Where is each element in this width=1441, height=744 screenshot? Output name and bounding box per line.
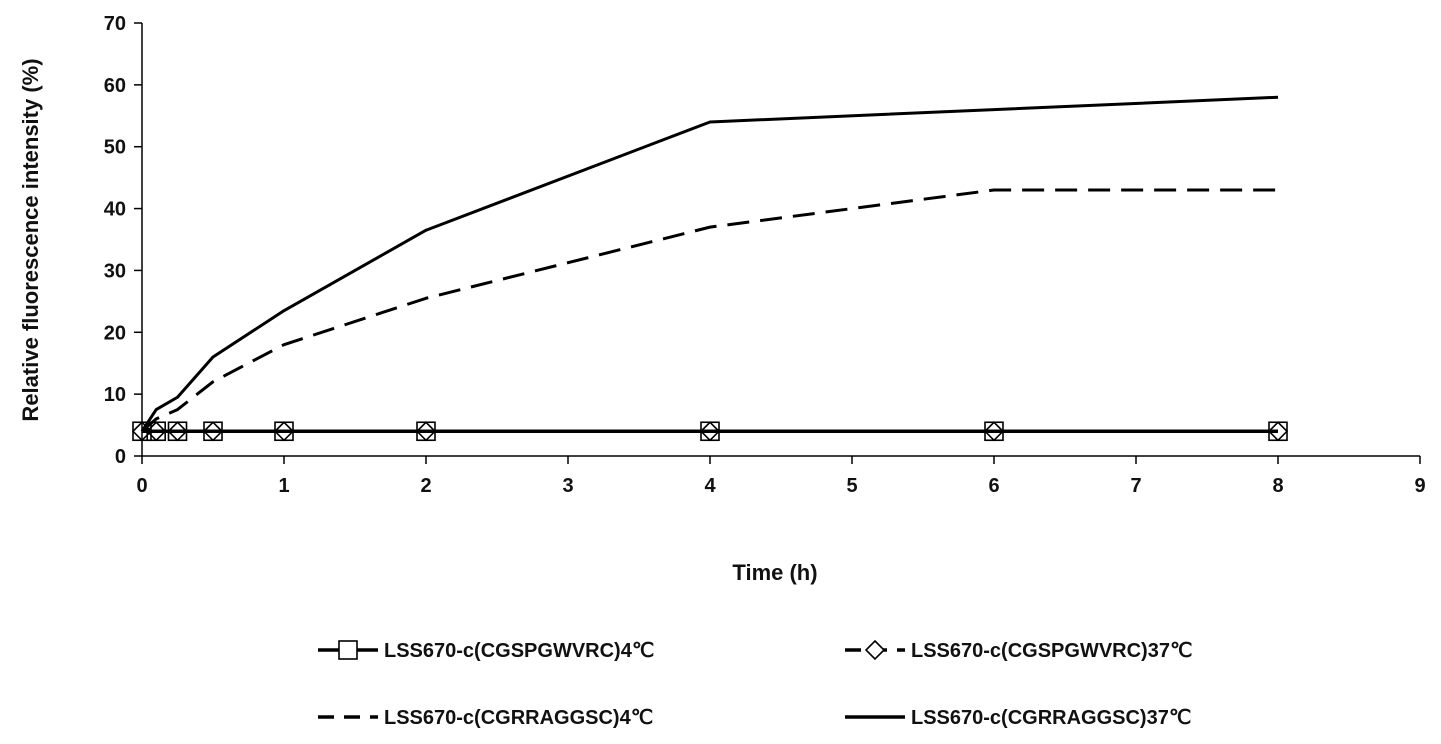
x-axis-title: Time (h) bbox=[732, 560, 817, 585]
x-tick-label: 4 bbox=[704, 475, 716, 497]
series-1 bbox=[131, 421, 1289, 442]
x-tick-label: 9 bbox=[1414, 475, 1425, 497]
x-tick-label: 0 bbox=[136, 475, 147, 497]
legend-marker bbox=[338, 640, 358, 660]
x-tick-label: 7 bbox=[1130, 475, 1141, 497]
y-tick-label: 0 bbox=[115, 446, 126, 468]
diamond-marker-icon bbox=[699, 421, 721, 442]
data-point bbox=[1267, 421, 1289, 442]
data-point bbox=[131, 421, 153, 442]
legend: LSS670-c(CGSPGWVRC)4℃ LSS670-c(CGSPGWVRC)… bbox=[318, 639, 1192, 729]
series-line bbox=[141, 188, 1278, 433]
x-tick-label: 3 bbox=[562, 475, 573, 497]
y-tick-label: 70 bbox=[104, 13, 126, 35]
series-3 bbox=[140, 95, 1279, 433]
legend-item: LSS670-c(CGSPGWVRC)37℃ bbox=[845, 639, 1192, 662]
x-tick-label: 5 bbox=[846, 475, 857, 497]
series-layer bbox=[131, 95, 1289, 442]
data-point bbox=[146, 421, 167, 442]
y-tick-label: 20 bbox=[104, 322, 126, 344]
x-tick-label: 1 bbox=[278, 475, 289, 497]
diamond-marker-icon bbox=[415, 421, 437, 442]
x-tick-label: 2 bbox=[420, 475, 431, 497]
axes: 0 1 2 3 4 5 6 7 8 9 0 10 20 30 40 50 60 70 bbox=[104, 13, 1426, 497]
diamond-marker-icon bbox=[131, 421, 153, 442]
diamond-marker-icon bbox=[983, 421, 1005, 442]
data-point bbox=[167, 421, 188, 442]
diamond-marker-icon bbox=[146, 421, 167, 442]
legend-marker bbox=[864, 639, 886, 661]
square-marker-icon bbox=[338, 640, 358, 660]
legend-item: LSS670-c(CGRRAGGSC)37℃ bbox=[845, 707, 1191, 729]
data-point bbox=[202, 421, 224, 442]
data-point bbox=[415, 421, 437, 442]
legend-item: LSS670-c(CGSPGWVRC)4℃ bbox=[318, 640, 654, 662]
legend-label: LSS670-c(CGSPGWVRC)4℃ bbox=[384, 640, 654, 662]
legend-label: LSS670-c(CGRRAGGSC)37℃ bbox=[911, 707, 1191, 729]
y-tick-label: 60 bbox=[104, 75, 126, 97]
diamond-marker-icon bbox=[864, 639, 886, 661]
series-2 bbox=[141, 188, 1278, 433]
diamond-marker-icon bbox=[273, 421, 295, 442]
data-point bbox=[273, 421, 295, 442]
x-tick-label: 6 bbox=[988, 475, 999, 497]
diamond-marker-icon bbox=[202, 421, 224, 442]
x-tick-label: 8 bbox=[1272, 475, 1283, 497]
diamond-marker-icon bbox=[1267, 421, 1289, 442]
y-tick-label: 50 bbox=[104, 137, 126, 159]
legend-item: LSS670-c(CGRRAGGSC)4℃ bbox=[318, 707, 653, 729]
series-line bbox=[140, 95, 1279, 433]
data-point bbox=[983, 421, 1005, 442]
legend-label: LSS670-c(CGRRAGGSC)4℃ bbox=[384, 707, 653, 729]
diamond-marker-icon bbox=[167, 421, 188, 442]
legend-label: LSS670-c(CGSPGWVRC)37℃ bbox=[911, 640, 1192, 662]
y-tick-label: 30 bbox=[104, 260, 126, 282]
data-point bbox=[699, 421, 721, 442]
y-tick-label: 10 bbox=[104, 384, 126, 406]
y-tick-label: 40 bbox=[104, 199, 126, 221]
y-axis-title: Relative fluorescence intensity (%) bbox=[18, 58, 43, 421]
